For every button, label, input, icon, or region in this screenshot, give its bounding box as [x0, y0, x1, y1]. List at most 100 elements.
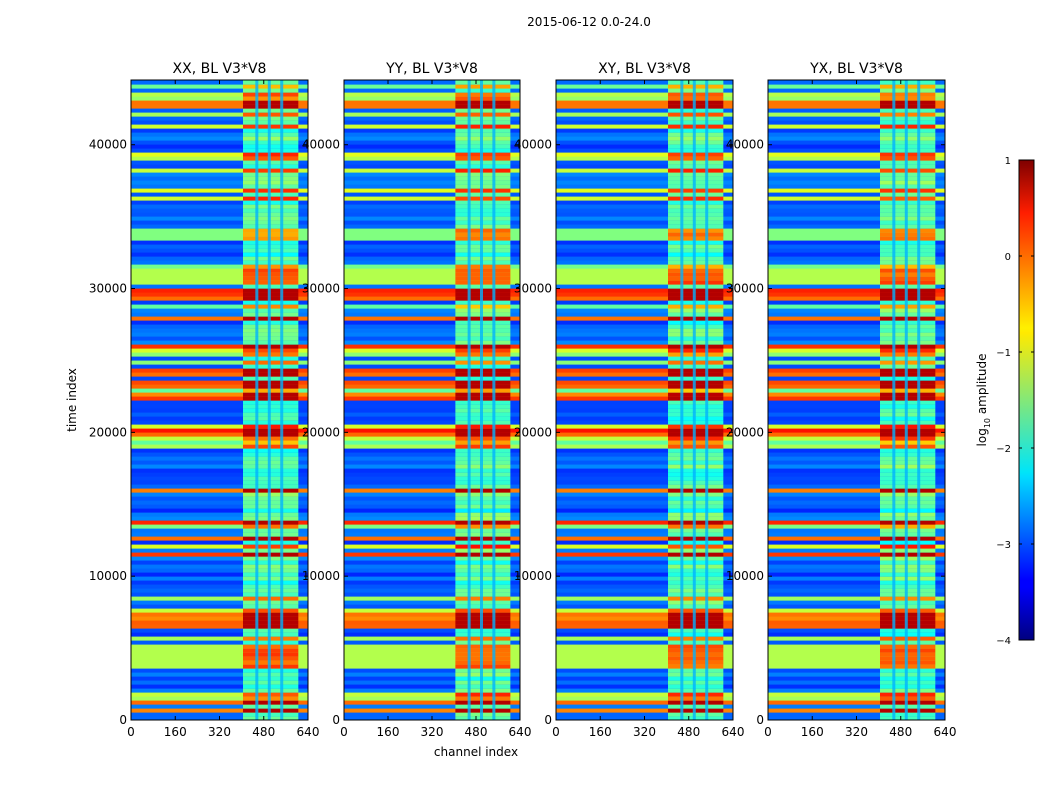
heatmap-row — [131, 428, 308, 433]
heatmap-row — [556, 396, 733, 401]
heatmap-row — [768, 568, 945, 573]
heatmap-row — [556, 188, 733, 193]
heatmap-row — [768, 368, 945, 373]
x-tick-label: 640 — [934, 725, 957, 739]
heatmap-row — [556, 148, 733, 153]
heatmap-row — [344, 368, 520, 373]
heatmap-row — [344, 592, 520, 597]
heatmap-row — [556, 132, 733, 137]
heatmap-row — [768, 552, 945, 557]
heatmap-row — [556, 540, 733, 545]
heatmap-row — [556, 524, 733, 529]
heatmap-row — [131, 268, 308, 273]
heatmap-row — [556, 476, 733, 481]
heatmap-row — [556, 196, 733, 201]
x-tick-label: 160 — [801, 725, 824, 739]
heatmap-row — [131, 172, 308, 177]
heatmap-row — [344, 604, 520, 609]
heatmap-row — [768, 300, 945, 305]
heatmap-row — [344, 196, 520, 201]
x-tick-label: 480 — [889, 725, 912, 739]
colorbar-tick-label: −1 — [996, 348, 1011, 359]
heatmap-row — [131, 560, 308, 565]
heatmap-row — [131, 372, 308, 377]
heatmap-row — [556, 400, 733, 405]
heatmap-row — [556, 512, 733, 517]
heatmap-row — [556, 112, 733, 117]
heatmap-row — [131, 332, 308, 337]
heatmap-row — [131, 288, 308, 293]
heatmap-row — [131, 564, 308, 569]
heatmap-row — [556, 404, 733, 409]
heatmap-row — [344, 200, 520, 205]
heatmap-row — [556, 552, 733, 557]
heatmap-row — [556, 288, 733, 293]
heatmap-row — [131, 264, 308, 269]
heatmap-row — [768, 296, 945, 301]
heatmap-row — [556, 276, 733, 281]
heatmap-row — [131, 420, 308, 425]
heatmap-row — [131, 400, 308, 405]
heatmap-row — [344, 608, 520, 613]
heatmap-row — [131, 500, 308, 505]
heatmap-row — [768, 664, 945, 669]
heatmap-row — [344, 320, 520, 325]
heatmap-row — [768, 212, 945, 217]
heatmap-channel-gap — [467, 80, 471, 720]
heatmap-row — [344, 360, 520, 365]
heatmap-row — [344, 228, 520, 233]
heatmap-row — [344, 272, 520, 277]
y-tick-label: 10000 — [514, 569, 552, 583]
heatmap-row — [768, 620, 945, 625]
heatmap-row — [131, 92, 308, 97]
heatmap-row — [344, 300, 520, 305]
heatmap-row — [768, 244, 945, 249]
heatmap-row — [556, 344, 733, 349]
heatmap-row — [556, 568, 733, 573]
heatmap-row — [768, 408, 945, 413]
heatmap-row — [768, 180, 945, 185]
heatmap-row — [344, 620, 520, 625]
heatmap-row — [344, 312, 520, 317]
heatmap-row — [344, 376, 520, 381]
heatmap-row — [344, 340, 520, 345]
heatmap-row — [131, 356, 308, 361]
heatmap-row — [131, 528, 308, 533]
heatmap-image — [768, 80, 945, 720]
heatmap-row — [131, 300, 308, 305]
heatmap-row — [556, 612, 733, 617]
heatmap-row — [131, 316, 308, 321]
heatmap-row — [131, 648, 308, 653]
heatmap-row — [768, 712, 945, 717]
heatmap-row — [344, 152, 520, 157]
heatmap-row — [344, 148, 520, 153]
heatmap-row — [131, 480, 308, 485]
heatmap-row — [131, 580, 308, 585]
heatmap-row — [556, 432, 733, 437]
heatmap-row — [768, 556, 945, 561]
heatmap-row — [344, 656, 520, 661]
colorbar-ticks: 1 0 −1 −2 −3 −4 — [996, 156, 1034, 647]
heatmap-row — [768, 504, 945, 509]
heatmap-row — [768, 560, 945, 565]
heatmap-row — [556, 220, 733, 225]
heatmap-row — [556, 356, 733, 361]
heatmap-row — [344, 564, 520, 569]
colorbar-tick-label: −2 — [996, 444, 1011, 455]
x-tick-label: 160 — [164, 725, 187, 739]
heatmap-row — [131, 496, 308, 501]
heatmap-row — [344, 236, 520, 241]
heatmap-row — [131, 484, 308, 489]
heatmap-row — [768, 680, 945, 685]
panel-1: XX, BL V3*V8 0 160 320 480 640 0 10000 20000 30… — [89, 61, 320, 739]
heatmap-row — [344, 580, 520, 585]
heatmap-row — [768, 656, 945, 661]
heatmap-row — [131, 344, 308, 349]
heatmap-row — [344, 240, 520, 245]
heatmap-row — [344, 216, 520, 221]
heatmap-row — [131, 712, 308, 717]
x-axis: 0 160 320 480 640 — [127, 80, 319, 739]
heatmap-channel-gap — [705, 80, 709, 720]
heatmap-row — [556, 232, 733, 237]
heatmap-row — [131, 368, 308, 373]
